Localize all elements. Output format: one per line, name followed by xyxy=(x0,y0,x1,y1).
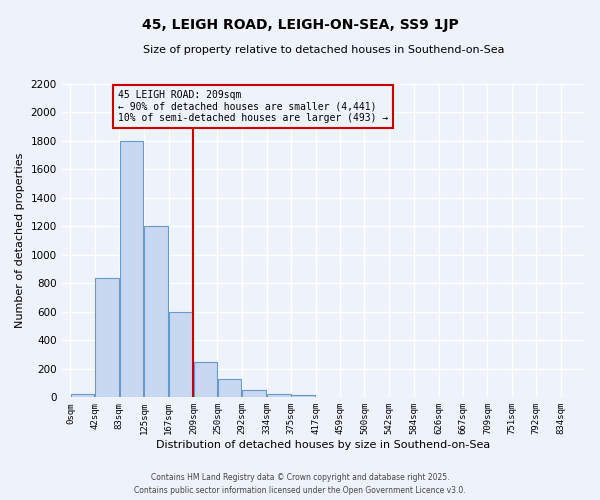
X-axis label: Distribution of detached houses by size in Southend-on-Sea: Distribution of detached houses by size … xyxy=(156,440,490,450)
Bar xyxy=(242,390,266,398)
Bar xyxy=(71,394,94,398)
Text: Contains HM Land Registry data © Crown copyright and database right 2025.
Contai: Contains HM Land Registry data © Crown c… xyxy=(134,474,466,495)
Bar xyxy=(194,362,217,398)
Bar xyxy=(95,278,119,398)
Bar xyxy=(218,379,241,398)
Bar xyxy=(291,395,315,398)
Bar xyxy=(267,394,291,398)
Bar xyxy=(119,140,143,398)
Bar xyxy=(169,312,193,398)
Text: 45 LEIGH ROAD: 209sqm
← 90% of detached houses are smaller (4,441)
10% of semi-d: 45 LEIGH ROAD: 209sqm ← 90% of detached … xyxy=(118,90,388,123)
Bar xyxy=(144,226,168,398)
Title: Size of property relative to detached houses in Southend-on-Sea: Size of property relative to detached ho… xyxy=(143,45,504,55)
Y-axis label: Number of detached properties: Number of detached properties xyxy=(15,153,25,328)
Text: 45, LEIGH ROAD, LEIGH-ON-SEA, SS9 1JP: 45, LEIGH ROAD, LEIGH-ON-SEA, SS9 1JP xyxy=(142,18,458,32)
